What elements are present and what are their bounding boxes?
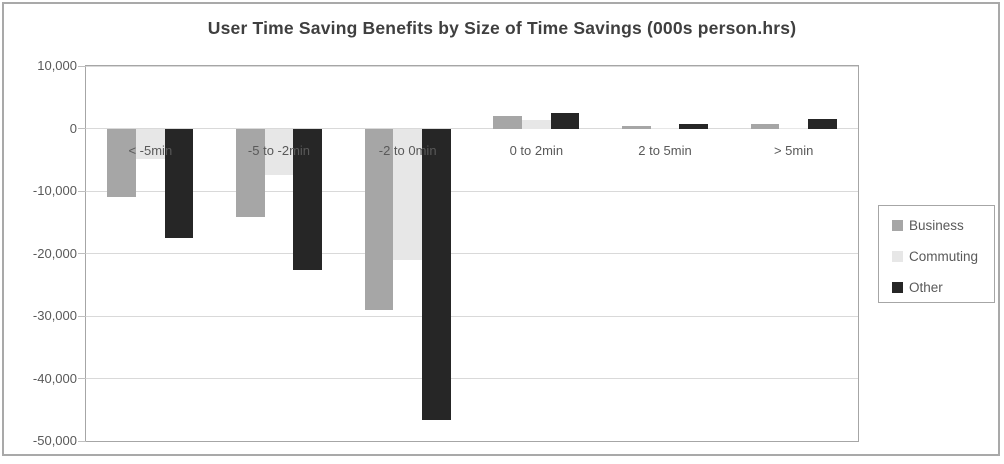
y-axis-label: 10,000 xyxy=(37,58,77,73)
legend-label: Business xyxy=(909,218,964,233)
legend-swatch-commuting xyxy=(892,251,903,262)
legend-item-commuting: Commuting xyxy=(892,246,994,267)
axis-tick xyxy=(78,128,86,129)
bar-other xyxy=(807,119,837,129)
legend-item-other: Other xyxy=(892,277,994,298)
x-axis-label: 0 to 2min xyxy=(509,142,564,158)
gridline xyxy=(86,315,858,317)
gridline xyxy=(86,65,858,67)
axis-tick xyxy=(78,378,86,379)
bar-other xyxy=(550,112,580,129)
axis-tick xyxy=(78,65,86,67)
plot-area-border xyxy=(84,64,859,442)
chart-title: User Time Saving Benefits by Size of Tim… xyxy=(207,18,797,38)
bar-commuting xyxy=(779,127,808,129)
y-axis-label: -30,000 xyxy=(32,308,77,323)
y-axis-label: -50,000 xyxy=(32,433,77,448)
axis-tick xyxy=(78,440,86,442)
bar-business xyxy=(493,116,523,129)
gridline xyxy=(86,253,858,254)
bar-commuting xyxy=(264,128,294,175)
legend-item-business: Business xyxy=(892,215,994,236)
bar-commuting xyxy=(650,127,680,129)
bar-commuting xyxy=(393,128,422,260)
axis-tick xyxy=(78,315,86,317)
y-axis-label: -10,000 xyxy=(32,183,77,198)
bar-business xyxy=(107,128,137,198)
bar-other xyxy=(293,128,322,271)
x-axis-label: -2 to 0min xyxy=(378,142,437,158)
bar-other xyxy=(421,128,451,421)
x-axis-label: > 5min xyxy=(773,142,814,158)
axis-tick xyxy=(78,190,86,192)
bar-commuting xyxy=(136,128,165,159)
x-axis-label: 2 to 5min xyxy=(638,142,692,158)
y-axis-label: -40,000 xyxy=(32,370,77,386)
axis-tick xyxy=(78,253,86,254)
x-axis-label: -5 to -2min xyxy=(247,142,311,158)
legend-swatch-other xyxy=(892,282,903,293)
bar-business xyxy=(750,123,780,129)
legend-label: Commuting xyxy=(909,249,979,264)
y-axis-label: 0 xyxy=(69,120,77,136)
gridline xyxy=(86,190,858,192)
gridline xyxy=(86,378,858,379)
bar-business xyxy=(622,126,651,129)
gridline xyxy=(86,128,858,129)
bar-business xyxy=(364,128,394,310)
x-axis-label: < -5min xyxy=(128,142,173,158)
bar-commuting xyxy=(522,119,551,129)
legend-swatch-business xyxy=(892,220,903,231)
legend-label: Other xyxy=(909,280,943,295)
y-axis-label: -20,000 xyxy=(32,245,77,261)
bar-other xyxy=(679,124,708,129)
bar-other xyxy=(164,128,194,238)
legend: Business Commuting Other xyxy=(878,205,995,303)
bar-business xyxy=(236,128,265,218)
